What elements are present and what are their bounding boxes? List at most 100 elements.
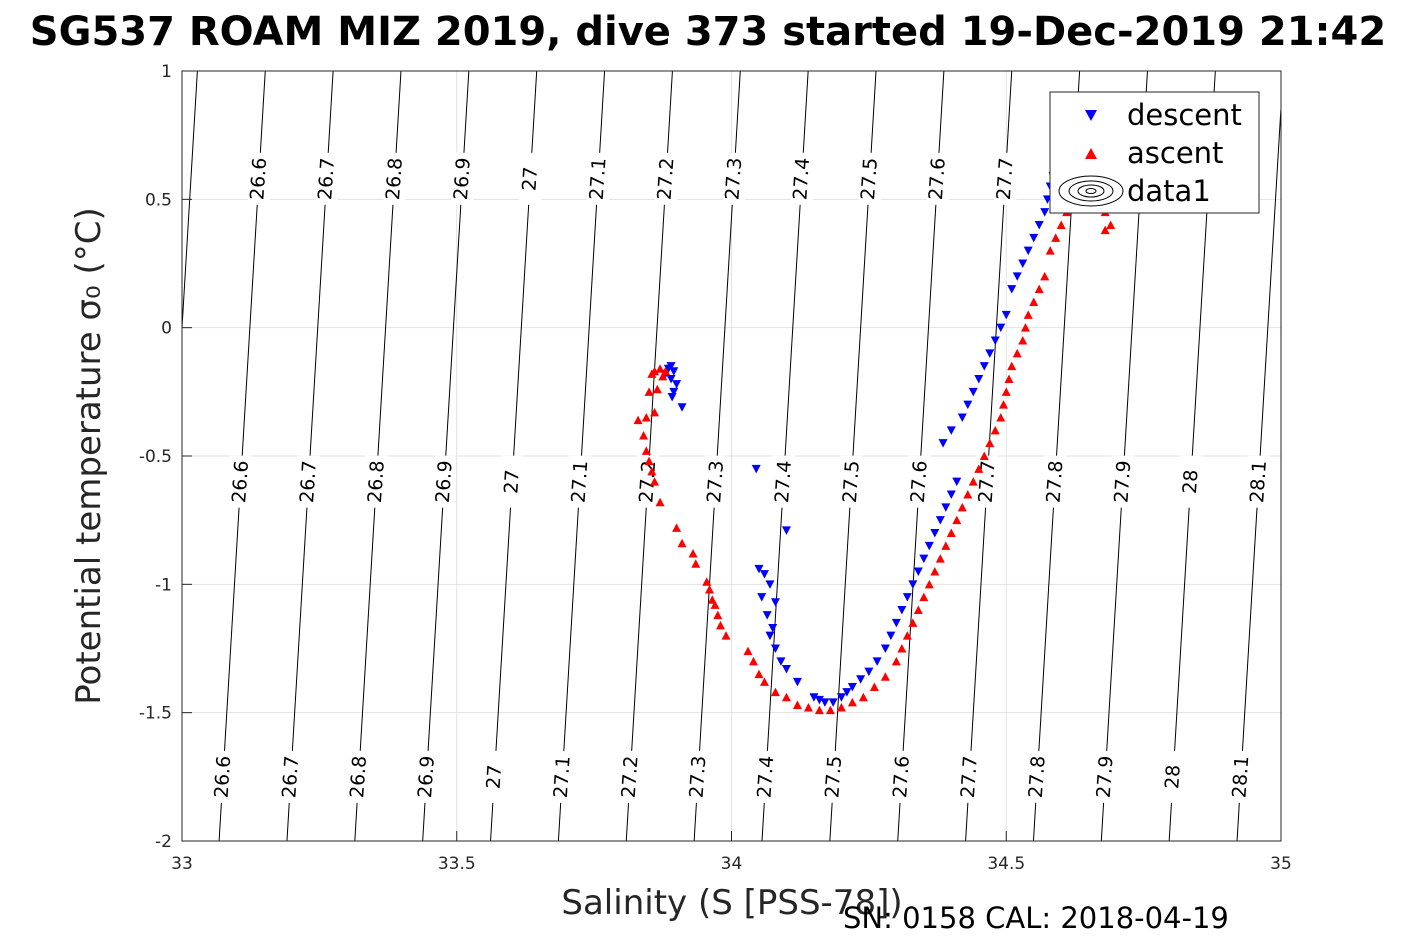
ascent-point: [650, 477, 660, 486]
isopycnal-label-bg: [279, 750, 302, 803]
isopycnal-label-bg: [229, 455, 252, 508]
ascent-point: [644, 456, 654, 466]
descent-point: [666, 375, 676, 384]
isopycnal-label-bg: [1247, 455, 1270, 508]
isopycnal-label: 27.3: [686, 755, 711, 799]
isopycnal-label-bg: [1026, 750, 1049, 803]
isopycnal-label-bg: [501, 455, 524, 508]
ascent-point: [941, 541, 951, 550]
descent-point: [765, 580, 775, 589]
descent-point: [1001, 310, 1011, 320]
isopycnal-label-bg: [247, 152, 270, 205]
isopycnal-label: 27: [500, 469, 524, 495]
descent-point: [669, 387, 679, 397]
descent-point: [872, 657, 882, 666]
ascent-point: [825, 705, 835, 715]
descent-point: [828, 698, 838, 707]
ascent-point: [641, 413, 651, 422]
descent-point: [820, 698, 830, 707]
ascent-point: [919, 592, 929, 602]
descent-point: [897, 606, 907, 615]
legend-descent-label: descent: [1127, 98, 1242, 132]
ascent-point: [974, 464, 984, 473]
legend-ascent-marker: [1085, 148, 1097, 159]
ascent-point: [743, 646, 753, 656]
isopycnal-label-bg: [686, 750, 709, 803]
descent-point: [781, 526, 791, 535]
isopycnal-label: 27.7: [993, 157, 1018, 201]
descent-point: [809, 693, 819, 702]
isopycnal-label-bg: [976, 455, 999, 508]
isopycnal-label: 27.9: [1110, 460, 1135, 504]
ascent-point: [908, 618, 918, 627]
ascent-point: [658, 371, 668, 381]
ascent-point: [1012, 348, 1022, 358]
isopycnal-label: 26.9: [432, 460, 457, 504]
isopycnal-label: 27.2: [618, 755, 643, 799]
x-tick-label: 35: [1270, 854, 1292, 874]
ascent-point: [1007, 361, 1017, 371]
ascent-point: [963, 490, 973, 499]
descent-point: [667, 392, 677, 402]
ascent-point: [1106, 220, 1116, 229]
isopycnal-label-bg: [840, 455, 863, 508]
descent-point: [919, 554, 929, 564]
ascent-point: [770, 687, 780, 697]
descent-point: [765, 631, 775, 641]
descent-point: [677, 403, 687, 412]
y-tick-label: -1: [155, 575, 172, 595]
ascent-point: [655, 497, 665, 507]
isopycnal-label: 26.8: [382, 157, 407, 201]
isopycnal-label-bg: [211, 750, 234, 803]
isopycnal-label: 26.8: [364, 460, 389, 504]
isopycnal-label-bg: [654, 152, 677, 205]
legend-ascent-label: ascent: [1127, 136, 1223, 170]
legend[interactable]: descent ascent data1: [1049, 91, 1260, 214]
descent-point: [768, 623, 778, 633]
ascent-point: [655, 364, 665, 373]
descent-point: [1040, 208, 1050, 217]
isopycnal-label-bg: [958, 750, 981, 803]
ascent-point: [647, 369, 657, 378]
descent-point: [847, 683, 857, 692]
descent-point: [935, 516, 945, 525]
ascent-point: [999, 400, 1009, 409]
isopycnal-label-bg: [415, 750, 438, 803]
descent-point: [751, 464, 761, 474]
descent-point: [952, 477, 962, 487]
ascent-point: [1018, 336, 1028, 345]
isopycnal-label-bg: [790, 152, 813, 205]
isopycnal-label-bg: [1094, 750, 1117, 803]
descent-point: [930, 529, 940, 538]
descent-point: [996, 323, 1006, 333]
ascent-point: [677, 538, 687, 548]
ascent-point: [705, 584, 715, 594]
isopycnal-label-bg: [619, 750, 642, 803]
isopycnal-label-bg: [451, 152, 474, 205]
descent-point: [669, 367, 679, 376]
descent-point: [902, 593, 912, 602]
isopycnal-label-bg: [926, 152, 949, 205]
isopycnal-label: 27: [483, 764, 507, 790]
y-tick-label: -1.5: [139, 704, 172, 724]
isopycnal-label-bg: [1043, 455, 1066, 508]
isopycnal-label-bg: [772, 455, 795, 508]
ascent-point: [836, 703, 846, 712]
isopycnal-label-bg: [587, 152, 610, 205]
isopycnal-label-bg: [1111, 455, 1134, 508]
isopycnal-label: 27.1: [567, 460, 592, 504]
ascent-point: [924, 579, 934, 589]
legend-data1-label: data1: [1127, 174, 1211, 208]
isopycnal-label: 27.4: [771, 460, 796, 504]
ascent-point: [847, 697, 857, 707]
isopycnal-label: 28: [1179, 469, 1203, 495]
descent-point: [836, 693, 846, 702]
isopycnal-label-bg: [383, 152, 406, 205]
ascent-point: [957, 502, 967, 512]
y-axis-ticks: -2 -1.5 -1 -0.5 0 0.5 1: [139, 62, 192, 852]
isopycnal-label: 27.9: [1093, 755, 1118, 799]
ascent-point: [946, 528, 956, 537]
ascent-point: [858, 692, 868, 702]
isopycnal-label: 26.7: [278, 755, 303, 799]
